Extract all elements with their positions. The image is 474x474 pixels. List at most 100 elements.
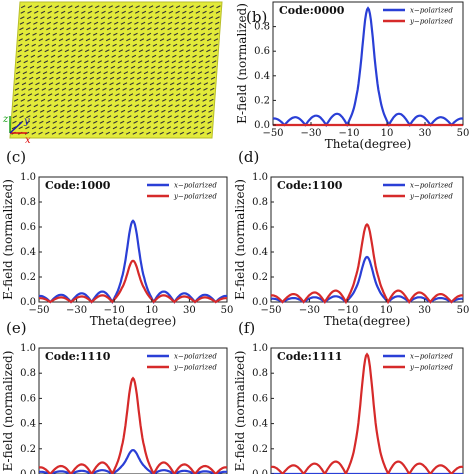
unit-cell (105, 43, 110, 47)
unit-cell (167, 21, 173, 25)
unit-cell (105, 131, 111, 135)
unit-cell (145, 43, 151, 47)
unit-cell (86, 27, 92, 31)
unit-cell (79, 38, 84, 42)
unit-cell (31, 131, 36, 135)
unit-cell (209, 87, 215, 91)
unit-cell (161, 21, 166, 25)
unit-cell (139, 131, 144, 135)
x-tick-label: 10 (381, 128, 394, 139)
unit-cell (180, 32, 185, 36)
unit-cell (58, 126, 64, 130)
unit-cell (74, 5, 80, 9)
unit-cell (161, 16, 166, 20)
x-axis-label: Theta(degree) (90, 314, 177, 328)
unit-cell (214, 21, 220, 25)
legend-label: y−polarized (173, 193, 217, 201)
unit-cell (46, 115, 51, 119)
unit-cell (196, 87, 201, 91)
unit-cell (20, 104, 25, 108)
unit-cell (73, 109, 79, 113)
unit-cell (52, 126, 57, 130)
unit-cell (115, 87, 121, 91)
legend-label: x−polarized (410, 353, 453, 361)
unit-cell (135, 87, 141, 91)
unit-cell (80, 21, 85, 25)
unit-cell (72, 120, 78, 124)
unit-cell (34, 98, 39, 102)
unit-cell (13, 109, 18, 113)
unit-cell (142, 5, 147, 9)
unit-cell (63, 71, 68, 75)
unit-cell (159, 43, 164, 47)
unit-cell (78, 131, 84, 135)
unit-cell (168, 104, 173, 108)
unit-cell (114, 98, 120, 102)
unit-cell (88, 87, 94, 91)
unit-cell (122, 82, 128, 86)
unit-cell (71, 54, 76, 58)
unit-cell (133, 32, 138, 36)
unit-cell (79, 126, 84, 130)
unit-cell (173, 32, 179, 36)
unit-cell (163, 76, 169, 80)
unit-cell (26, 109, 31, 113)
unit-cell (57, 60, 62, 64)
unit-cell (73, 115, 78, 119)
unit-cell (45, 120, 51, 124)
unit-cell (37, 49, 43, 53)
unit-cell (99, 120, 105, 124)
unit-cell (143, 76, 148, 80)
unit-cell (53, 109, 58, 113)
unit-cell (127, 21, 132, 25)
unit-cell (170, 71, 176, 75)
unit-cell (146, 120, 152, 124)
unit-cell (12, 115, 18, 119)
unit-cell (45, 38, 50, 42)
unit-cell (208, 104, 214, 108)
unit-cell (35, 76, 41, 80)
unit-cell (175, 98, 180, 102)
unit-cell (188, 16, 193, 20)
unit-cell (135, 5, 140, 9)
unit-cell (111, 54, 116, 58)
y-tick-label: 0.8 (20, 368, 36, 379)
unit-cell (29, 65, 35, 69)
unit-cell (196, 93, 201, 97)
chart-title: Code:1000 (45, 179, 111, 192)
unit-cell (79, 115, 85, 119)
unit-cell (172, 131, 178, 135)
series-line-x-polarized (270, 255, 464, 304)
unit-cell (181, 21, 186, 25)
unit-cell (128, 93, 134, 97)
unit-cell (134, 21, 139, 25)
unit-cell (70, 60, 76, 64)
unit-cell (107, 21, 112, 25)
unit-cell (168, 10, 174, 14)
unit-cell (109, 82, 114, 86)
unit-cell (169, 87, 174, 91)
chart-panel-e: (e) 0.0 0.2 0.4 0.6 0.8 1.0 E-field (normalized… (1, 319, 228, 474)
unit-cell (119, 32, 125, 36)
unit-cell (74, 93, 80, 97)
unit-cell (106, 32, 111, 36)
unit-cell (167, 115, 172, 119)
unit-cell (119, 131, 124, 135)
unit-cell (61, 87, 67, 91)
unit-cell (183, 87, 188, 91)
unit-cell (163, 82, 168, 86)
unit-cell (154, 104, 160, 108)
unit-cell (60, 104, 66, 108)
unit-cell (204, 76, 209, 80)
unit-cell (14, 87, 20, 91)
unit-cell (36, 60, 42, 64)
unit-cell (94, 104, 99, 108)
unit-cell (191, 65, 196, 69)
unit-cell (41, 87, 47, 91)
unit-cell (151, 54, 157, 58)
unit-cell (171, 60, 177, 64)
unit-cell (61, 5, 66, 9)
unit-cell (103, 76, 108, 80)
unit-cell (68, 82, 74, 86)
unit-cell (203, 87, 208, 91)
